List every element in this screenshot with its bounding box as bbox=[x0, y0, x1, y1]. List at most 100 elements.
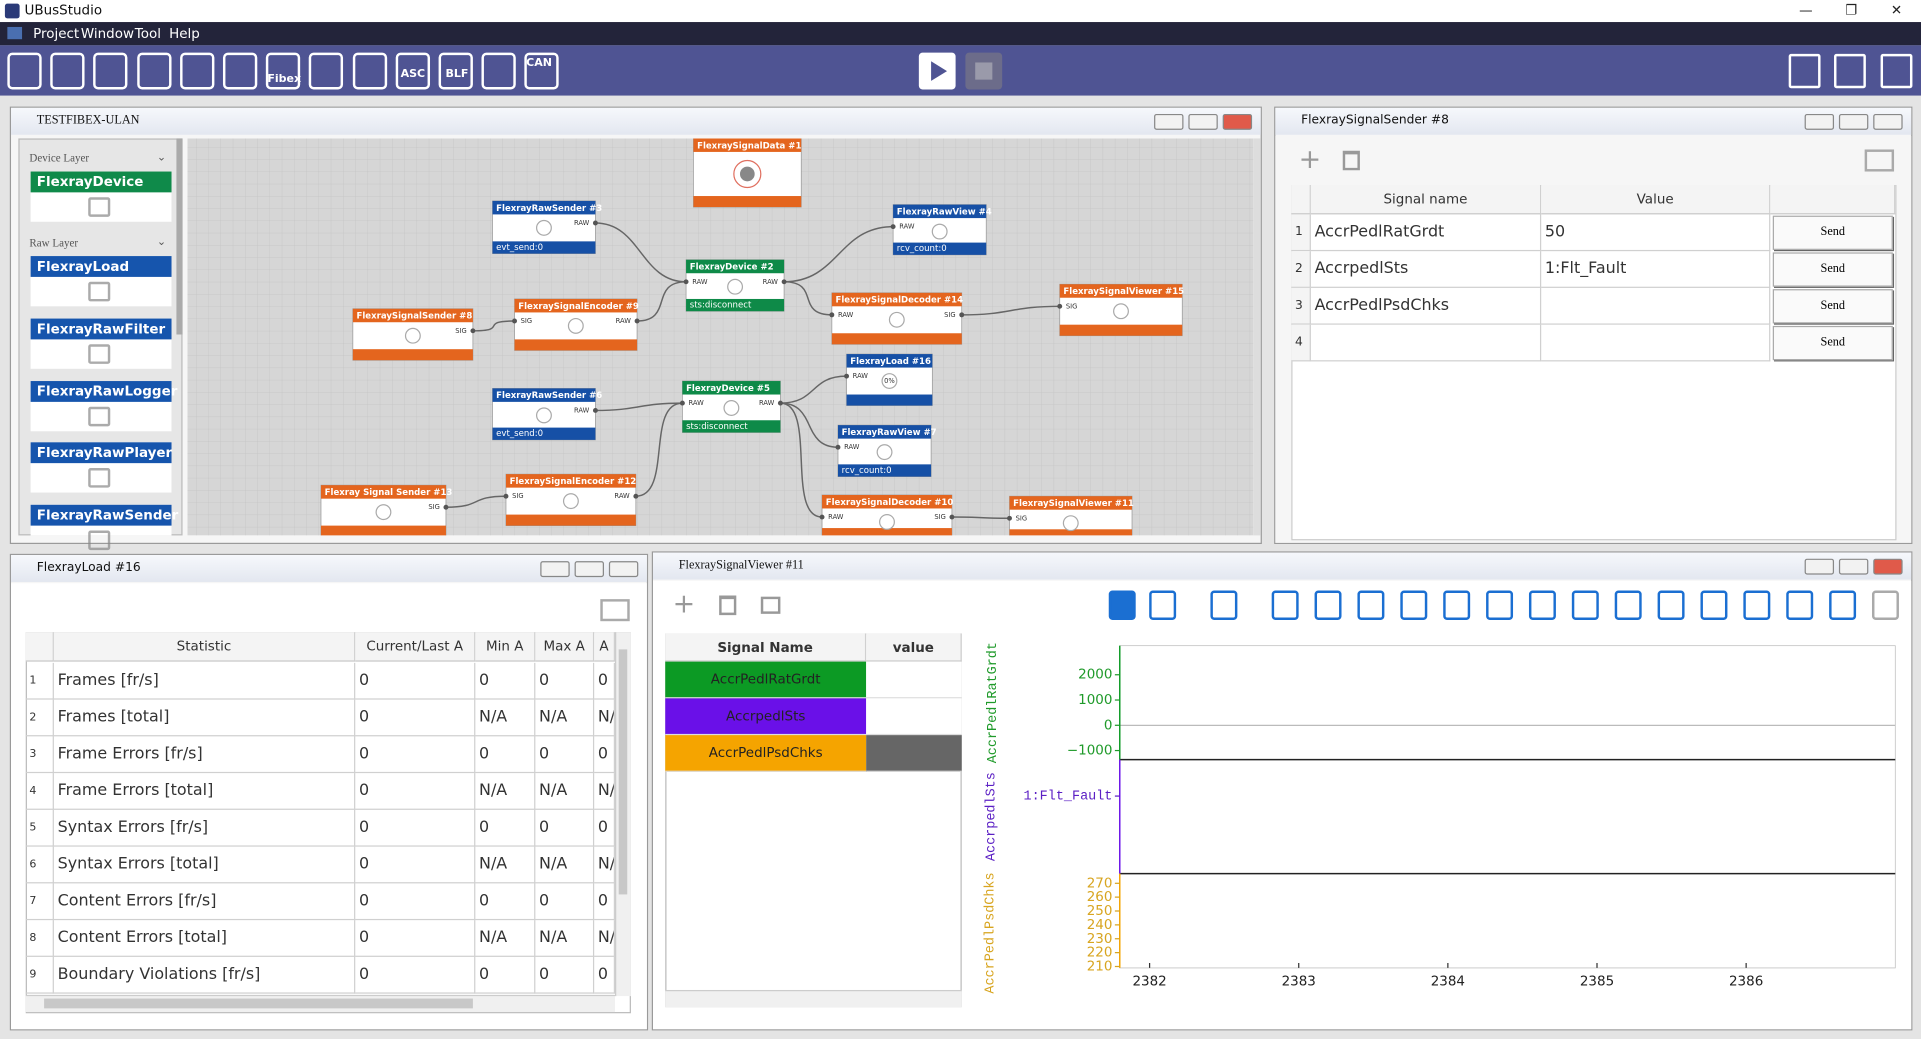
node-icon bbox=[723, 400, 740, 416]
output-port bbox=[470, 328, 476, 334]
layout-button[interactable] bbox=[1880, 53, 1913, 89]
signal-row[interactable]: AccrPedlRatGrdt bbox=[665, 661, 867, 699]
toolbar-button[interactable] bbox=[481, 52, 517, 90]
toolbar-button[interactable] bbox=[438, 52, 473, 90]
signal-name[interactable]: AccrPedlRatGrdt bbox=[1310, 214, 1542, 252]
signal-value[interactable]: 50 bbox=[1541, 214, 1771, 252]
layout-button[interactable] bbox=[1834, 53, 1866, 89]
column-header: value bbox=[866, 633, 962, 662]
palette-section[interactable]: Device Layer bbox=[29, 151, 90, 165]
plot-tool-button[interactable] bbox=[1486, 590, 1514, 620]
signal-name[interactable] bbox=[1310, 324, 1542, 362]
plot-tool-button[interactable] bbox=[1314, 590, 1342, 620]
panel-window-button[interactable] bbox=[1873, 113, 1903, 130]
panel-window-button[interactable] bbox=[1804, 113, 1835, 130]
send-button[interactable]: Send bbox=[1772, 325, 1893, 361]
stat-cell: 0 bbox=[355, 883, 476, 921]
toolbar-button[interactable] bbox=[352, 52, 387, 90]
panel-window-button[interactable] bbox=[1188, 113, 1218, 130]
panel-window-button[interactable] bbox=[608, 561, 639, 578]
toolbar-button[interactable] bbox=[136, 52, 172, 90]
panel-window-button[interactable] bbox=[1873, 558, 1903, 575]
plot-tool-button[interactable] bbox=[1700, 590, 1728, 620]
plot-tool-button[interactable] bbox=[1571, 590, 1599, 620]
signal-value[interactable] bbox=[1541, 287, 1771, 325]
menu-item[interactable]: Help bbox=[169, 25, 200, 42]
plot-tool-button[interactable] bbox=[1871, 590, 1899, 620]
plot-tool-button[interactable] bbox=[1210, 590, 1238, 620]
plot-tool-button[interactable] bbox=[1528, 590, 1556, 620]
plot-tool-button[interactable] bbox=[1108, 590, 1136, 620]
menu-item[interactable]: Tool bbox=[134, 25, 161, 42]
toolbar-button[interactable] bbox=[222, 52, 258, 90]
panel-window-button[interactable] bbox=[1222, 113, 1253, 130]
plot-tool-button[interactable] bbox=[1786, 590, 1814, 620]
panel-window-button[interactable] bbox=[1838, 558, 1869, 575]
plot-tool-button[interactable] bbox=[1743, 590, 1771, 620]
palette-item[interactable]: FlexrayRawFilter bbox=[30, 318, 172, 340]
window-control[interactable]: — bbox=[1799, 2, 1813, 19]
toolbar-button[interactable] bbox=[179, 52, 215, 90]
dock-button[interactable] bbox=[1864, 149, 1895, 172]
signal-value[interactable] bbox=[1541, 324, 1771, 362]
import-button[interactable] bbox=[760, 596, 781, 614]
delete-button[interactable] bbox=[1342, 150, 1360, 171]
send-button[interactable]: Send bbox=[1772, 252, 1893, 287]
delete-button[interactable] bbox=[719, 595, 737, 616]
panel-window-button[interactable] bbox=[1838, 113, 1869, 130]
plot-tool-button[interactable] bbox=[1357, 590, 1385, 620]
plot-tool-button[interactable] bbox=[1829, 590, 1857, 620]
plot-tool-button[interactable] bbox=[1149, 590, 1177, 620]
toolbar-button[interactable] bbox=[309, 52, 344, 90]
toolbar-button[interactable] bbox=[395, 52, 430, 90]
toolbar-button[interactable] bbox=[7, 52, 42, 90]
panel-title-bar bbox=[11, 107, 1261, 135]
menu-item[interactable]: Project bbox=[33, 25, 80, 42]
y-tick-label: 250 bbox=[1087, 903, 1113, 919]
plot-tool-button[interactable] bbox=[1400, 590, 1428, 620]
plot-tool-button[interactable] bbox=[1443, 590, 1471, 620]
toolbar-button[interactable] bbox=[266, 52, 301, 90]
connection bbox=[961, 305, 1060, 316]
toolbar-button[interactable] bbox=[93, 52, 128, 90]
window-control[interactable]: ❐ bbox=[1845, 2, 1858, 19]
plot-tool-button[interactable] bbox=[1614, 590, 1642, 620]
toolbar-button[interactable] bbox=[50, 52, 85, 90]
dock-button[interactable] bbox=[600, 599, 630, 622]
toolbar-button[interactable] bbox=[524, 52, 560, 90]
output-port bbox=[949, 514, 955, 520]
menu-bar bbox=[0, 22, 1921, 46]
palette-item[interactable]: FlexrayRawPlayer bbox=[30, 442, 172, 464]
send-button[interactable]: Send bbox=[1772, 289, 1893, 324]
list-h-scrollbar[interactable] bbox=[665, 989, 962, 1008]
window-control[interactable]: ✕ bbox=[1890, 2, 1903, 19]
palette-section[interactable]: Raw Layer bbox=[29, 236, 79, 249]
send-button[interactable]: Send bbox=[1772, 215, 1893, 250]
palette-item[interactable]: FlexrayRawSender bbox=[30, 504, 178, 526]
stat-cell: Frames [fr/s] bbox=[53, 662, 356, 700]
panel-window-button[interactable] bbox=[1154, 113, 1184, 130]
panel-window-button[interactable] bbox=[540, 561, 570, 578]
menu-item[interactable]: Window bbox=[80, 25, 134, 42]
layout-button[interactable] bbox=[1788, 53, 1821, 89]
stat-cell: 0 bbox=[355, 846, 476, 884]
palette-item[interactable]: FlexrayLoad bbox=[30, 256, 172, 277]
panel-window-button[interactable] bbox=[574, 561, 604, 578]
signal-value[interactable]: 1:Flt_Fault bbox=[1541, 251, 1771, 288]
plot-tool-button[interactable] bbox=[1657, 590, 1685, 620]
palette-item[interactable]: FlexrayDevice bbox=[30, 171, 172, 193]
plot-tool-button[interactable] bbox=[1271, 590, 1299, 620]
signal-row[interactable]: AccrPedlPsdChks bbox=[665, 735, 867, 772]
title-bar bbox=[0, 0, 1921, 23]
signal-name[interactable]: AccrpedlSts bbox=[1310, 251, 1542, 288]
signal-name[interactable]: AccrPedlPsdChks bbox=[1310, 287, 1542, 325]
output-port bbox=[634, 318, 640, 324]
add-button[interactable]: + bbox=[1298, 144, 1322, 176]
panel-window-button[interactable] bbox=[1804, 558, 1835, 575]
v-scroll-thumb[interactable] bbox=[618, 649, 628, 895]
palette-item[interactable]: FlexrayRawLogger bbox=[30, 381, 177, 402]
add-button[interactable]: + bbox=[672, 589, 696, 620]
h-scroll-thumb[interactable] bbox=[44, 998, 473, 1009]
signal-row[interactable]: AccrpedlSts bbox=[665, 698, 867, 736]
